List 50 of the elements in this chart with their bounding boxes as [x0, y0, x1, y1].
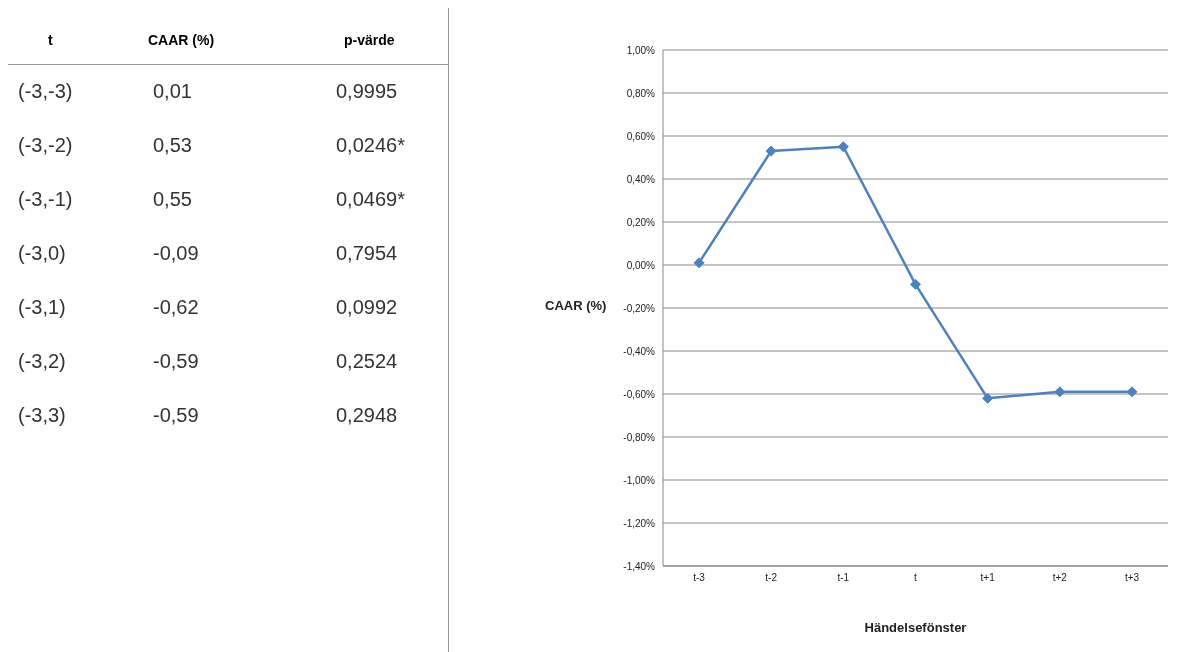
text: t: [48, 32, 53, 48]
y-tick-label: -1,20%: [623, 517, 656, 529]
text: 0,0469*: [336, 188, 405, 211]
y-tick-label: 0,40%: [626, 173, 656, 185]
text: -0,59: [153, 404, 199, 427]
y-tick-label: 0,20%: [626, 216, 656, 228]
text: -0,59: [153, 350, 199, 373]
point: [765, 145, 777, 157]
text: 0,7954: [336, 242, 398, 265]
text: (-3,0): [18, 242, 66, 265]
y-tick-label: 0,00%: [626, 259, 656, 271]
point: [910, 278, 921, 290]
text: (-3,3): [18, 404, 66, 427]
y-tick-label: -1,40%: [623, 560, 656, 572]
x-tick-label: t+1: [980, 572, 996, 584]
text: 0,2524: [336, 350, 398, 373]
y-tick-label: -0,40%: [623, 345, 656, 357]
text: -0,62: [153, 296, 199, 319]
y-tick-label: 0,80%: [626, 87, 656, 99]
y-tick-label: 0,60%: [626, 130, 656, 142]
text: p-värde: [344, 32, 395, 48]
text: 0,53: [153, 134, 192, 157]
text: -0,09: [153, 242, 199, 265]
text: (-3,-1): [18, 188, 73, 211]
y-tick-label: -0,80%: [623, 431, 656, 443]
x-tick-label: t-1: [837, 572, 850, 584]
y-axis-title: CAAR (%): [545, 298, 607, 313]
text: 0,0246*: [336, 134, 405, 157]
y-tick-label: -1,00%: [623, 474, 656, 486]
point: [693, 257, 705, 269]
text: 0,9995: [336, 80, 398, 103]
text: 0,2948: [336, 404, 398, 427]
x-tick-label: t+2: [1052, 572, 1068, 584]
x-axis-title: Händelsefönster: [863, 620, 968, 635]
y-tick-label: -0,20%: [623, 302, 656, 314]
text: 0,55: [153, 188, 192, 211]
text: 0,0992: [336, 296, 398, 319]
x-tick-label: t-3: [693, 572, 706, 584]
x-tick-label: t-2: [765, 572, 778, 584]
text: (-3,2): [18, 350, 66, 373]
text: (-3,-2): [18, 134, 73, 157]
x-tick-label: t+3: [1124, 572, 1140, 584]
text: (-3,-3): [18, 80, 73, 103]
point: [1126, 386, 1138, 398]
x-tick-label: t: [914, 572, 918, 584]
text: 0,01: [153, 80, 192, 103]
y-tick-label: 1,00%: [626, 44, 656, 56]
text: (-3,1): [18, 296, 66, 319]
text: CAAR (%): [148, 32, 215, 48]
y-tick-label: -0,60%: [623, 388, 656, 400]
